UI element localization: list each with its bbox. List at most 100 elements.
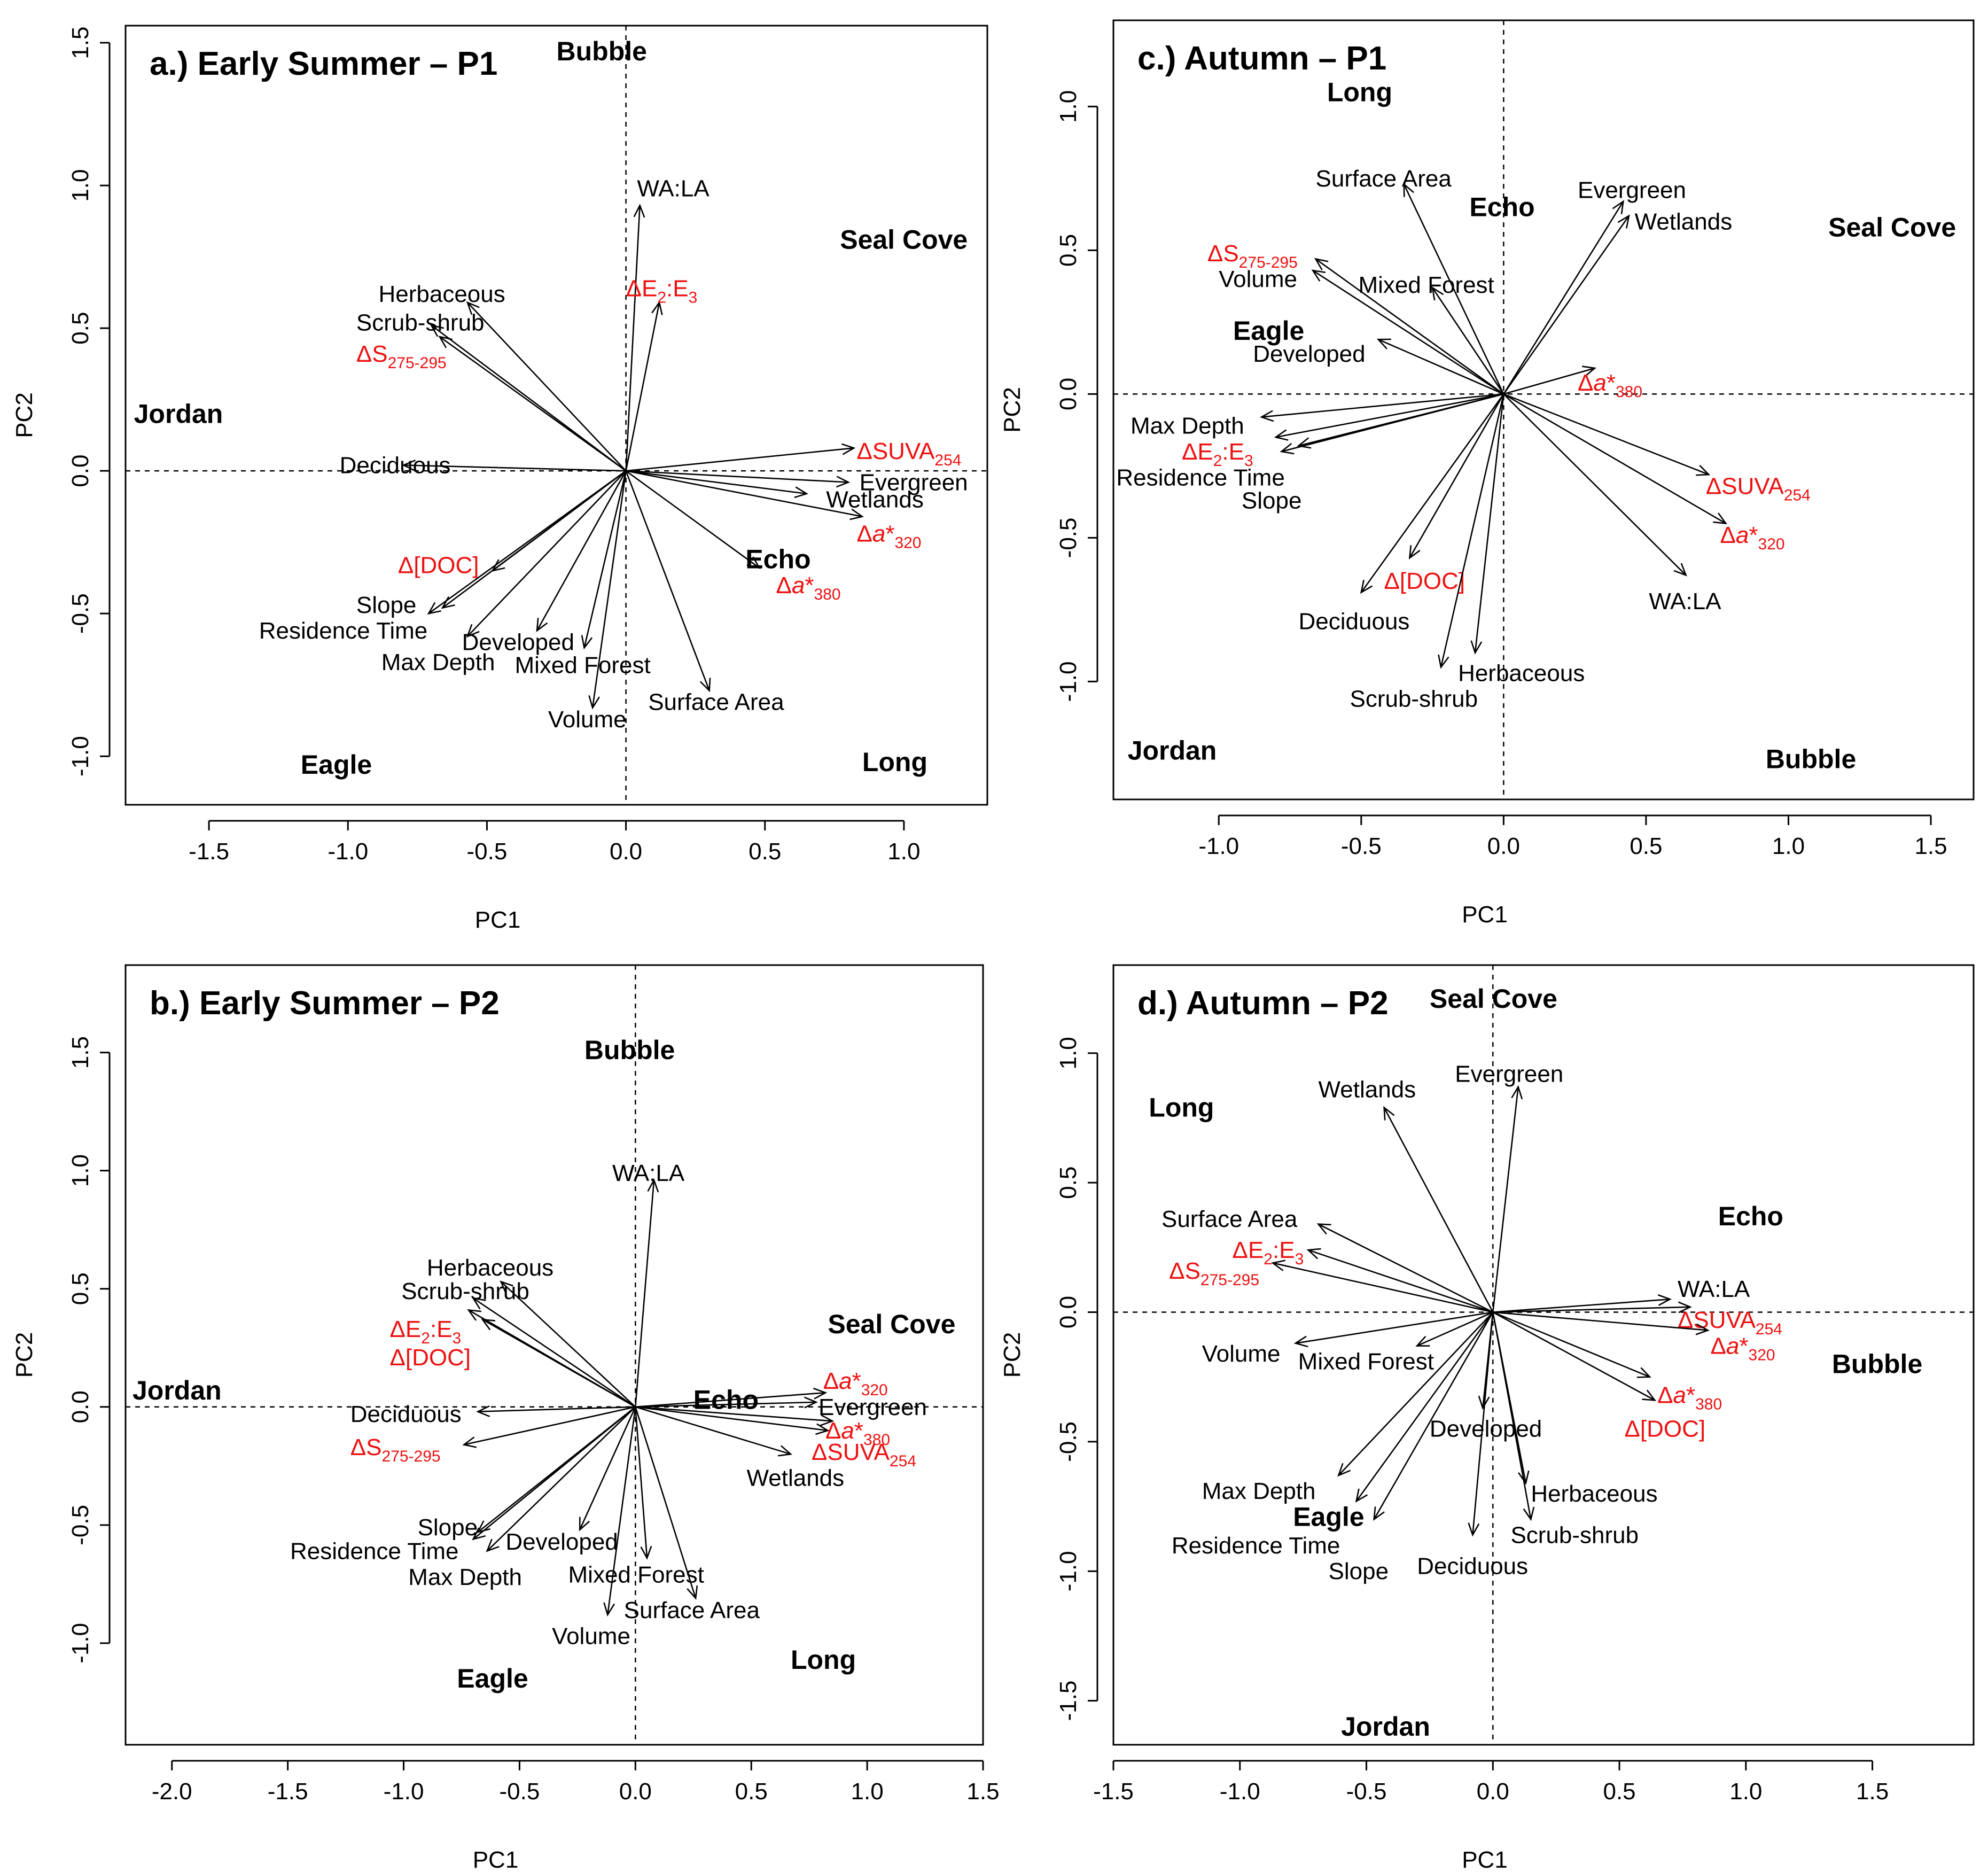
x-axis-title: PC1 — [473, 1847, 519, 1873]
loading-arrow-volume — [603, 1406, 636, 1616]
loading-label-deciduous: Deciduous — [1417, 1553, 1528, 1580]
y-tick-label: 1.0 — [67, 1154, 93, 1187]
loading-label-max-depth: Max Depth — [1202, 1478, 1316, 1504]
site-label-long: Long — [1327, 77, 1392, 107]
y-tick-label: 1.0 — [1055, 90, 1081, 123]
loading-arrow-s275-295 — [1271, 1260, 1493, 1313]
y-tick-label: -1.0 — [1055, 1551, 1081, 1591]
loading-label-wa-la: WA:LA — [612, 1160, 685, 1186]
x-tick-label: -1.5 — [189, 838, 229, 865]
loading-label-herbaceous: Herbaceous — [427, 1255, 553, 1281]
loading-label-doc: Δ[DOC] — [1384, 568, 1465, 594]
y-tick-label: 0.5 — [67, 1272, 93, 1305]
loading-arrow-mixed-forest — [581, 470, 627, 650]
loading-label-doc: Δ[DOC] — [398, 552, 479, 578]
loading-arrow-max-depth — [466, 470, 627, 638]
loading-arrow-a-320 — [626, 470, 864, 520]
plot-frame — [124, 964, 984, 1746]
loading-label-s275-295: ΔS275-295 — [1207, 240, 1298, 271]
loading-label-scrub-shrub: Scrub-shrub — [401, 1278, 529, 1304]
x-tick-label: 0.0 — [610, 838, 642, 865]
site-label-jordan: Jordan — [132, 1375, 222, 1405]
loading-arrow-slope — [1373, 1311, 1494, 1521]
site-label-bubble: Bubble — [1832, 1349, 1922, 1379]
x-tick-label: 0.5 — [1630, 833, 1662, 859]
y-tick-label: 1.5 — [67, 26, 93, 59]
loading-label-scrub-shrub: Scrub-shrub — [1350, 686, 1478, 712]
loading-arrow-scrub-shrub — [1438, 394, 1504, 669]
loading-arrow-developed — [579, 1406, 636, 1532]
site-label-seal-cove: Seal Cove — [840, 225, 968, 255]
loading-label-e2-e3: ΔE2:E3 — [1233, 1237, 1304, 1268]
loading-arrow-evergreen — [1503, 200, 1624, 395]
plot-frame — [1112, 964, 1975, 1746]
loading-label-surface-area: Surface Area — [1161, 1206, 1298, 1232]
loading-label-volume: Volume — [552, 1623, 630, 1650]
site-label-jordan: Jordan — [1128, 736, 1217, 766]
loading-arrow-doc — [1492, 1311, 1657, 1401]
y-axis-title: PC2 — [11, 392, 37, 438]
loading-label-residence-time: Residence Time — [1116, 464, 1284, 491]
panel-a: -1.5 -1.0 -0.5 0.0 0.5 1.0 PC1 -1.0 -0.5 0.0 0.5 1.… — [11, 25, 988, 933]
site-label-seal-cove: Seal Cove — [1828, 212, 1956, 242]
loading-label-a-320: Δa*320 — [823, 1368, 888, 1399]
x-tick-label: -2.0 — [152, 1778, 192, 1805]
loading-arrow-residence-time — [441, 470, 627, 609]
y-axis-title: PC2 — [999, 1332, 1025, 1378]
loading-label-wetlands: Wetlands — [1319, 1077, 1416, 1103]
loading-label-a-320: Δa*320 — [1711, 1333, 1775, 1364]
loading-label-volume: Volume — [1219, 266, 1297, 292]
loading-label-developed: Developed — [505, 1529, 618, 1555]
site-label-jordan: Jordan — [134, 399, 223, 429]
loading-arrow-e2-e3 — [625, 300, 663, 471]
y-tick-label: 0.0 — [1055, 1296, 1081, 1328]
loading-arrow-a-320 — [1493, 1311, 1710, 1335]
plot-frame — [124, 25, 988, 806]
loading-label-mixed-forest: Mixed Forest — [514, 652, 650, 678]
x-tick-label: -1.0 — [1220, 1778, 1260, 1805]
loading-label-surface-area: Surface Area — [624, 1597, 760, 1623]
loading-label-wetlands: Wetlands — [1635, 209, 1733, 235]
loading-label-deciduous: Deciduous — [350, 1401, 462, 1427]
y-tick-label: -0.5 — [67, 1505, 93, 1545]
loading-arrow-slope — [1297, 393, 1504, 449]
site-label-seal-cove: Seal Cove — [1430, 984, 1557, 1014]
loading-arrow-a-380 — [1492, 1311, 1651, 1378]
loading-label-suva254: ΔSUVA254 — [856, 438, 961, 469]
x-tick-label: 0.5 — [735, 1778, 768, 1805]
site-label-eagle: Eagle — [1293, 1502, 1364, 1532]
loading-label-wa-la: WA:LA — [1678, 1276, 1750, 1302]
loading-label-suva254: ΔSUVA254 — [812, 1439, 916, 1470]
x-tick-label: -0.5 — [1341, 833, 1382, 859]
y-tick-label: -0.5 — [1055, 1421, 1081, 1462]
loading-label-residence-time: Residence Time — [1172, 1533, 1340, 1559]
site-label-long: Long — [862, 747, 927, 777]
site-label-bubble: Bubble — [557, 36, 647, 66]
panel-title: b.) Early Summer – P2 — [150, 985, 500, 1022]
x-axis-title: PC1 — [1462, 1847, 1508, 1873]
loading-label-a-380: Δa*380 — [776, 572, 841, 603]
loading-label-slope: Slope — [418, 1514, 478, 1541]
loading-arrow-deciduous — [476, 1405, 636, 1417]
y-tick-label: 1.5 — [67, 1036, 93, 1069]
site-label-bubble: Bubble — [1766, 744, 1856, 774]
loading-label-doc: Δ[DOC] — [390, 1344, 471, 1371]
loading-arrow-volume — [1311, 269, 1504, 395]
x-tick-label: -1.0 — [328, 838, 368, 865]
loading-arrow-a-380 — [625, 470, 761, 569]
site-label-jordan: Jordan — [1341, 1712, 1430, 1742]
loading-label-slope: Slope — [1242, 487, 1302, 514]
loading-arrow-s275-295 — [462, 1406, 636, 1448]
x-tick-label: 0.0 — [619, 1778, 652, 1805]
y-axis-title: PC2 — [11, 1332, 37, 1378]
loading-arrow-mixed-forest — [635, 1406, 652, 1560]
x-tick-label: -0.5 — [1346, 1778, 1387, 1805]
loading-arrow-e2-e3 — [1274, 393, 1504, 441]
x-tick-label: -1.0 — [384, 1778, 424, 1805]
y-tick-label: -1.5 — [1055, 1681, 1081, 1721]
x-tick-label: 0.0 — [1477, 1778, 1509, 1805]
site-label-echo: Echo — [1469, 192, 1534, 222]
loading-label-herbaceous: Herbaceous — [1458, 660, 1585, 686]
